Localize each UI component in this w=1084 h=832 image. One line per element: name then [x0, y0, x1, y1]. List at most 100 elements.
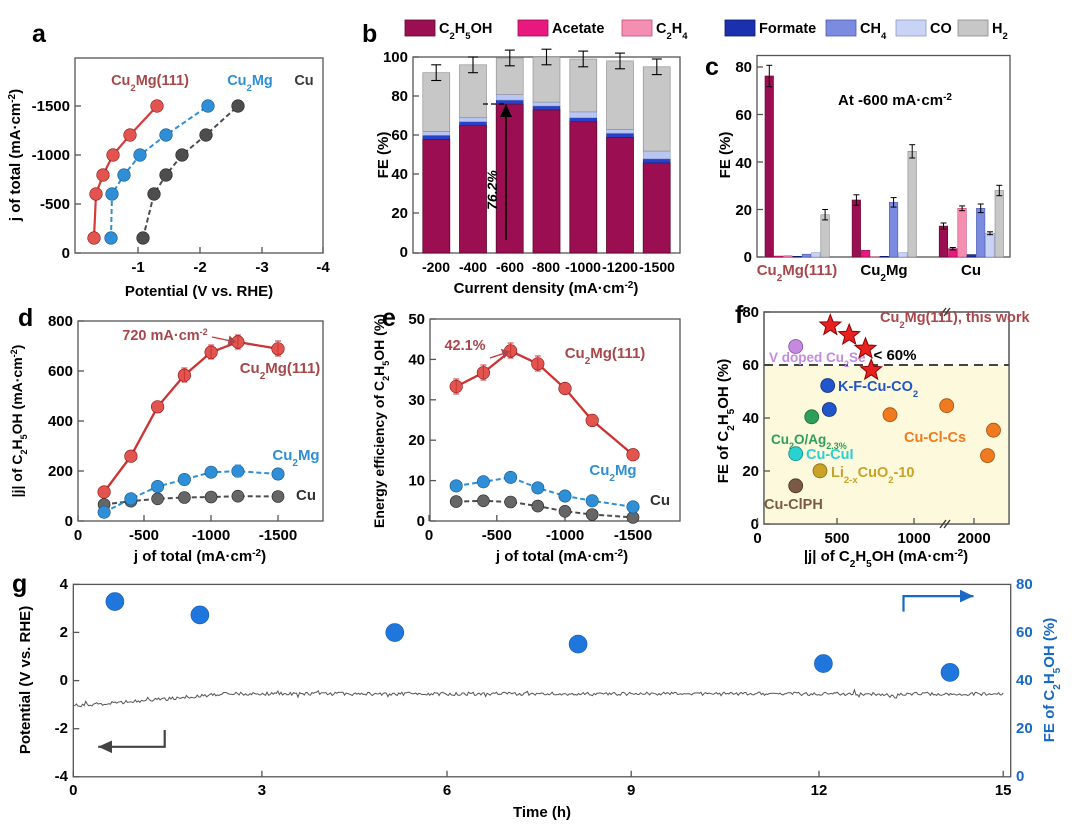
svg-text:-1: -1	[131, 259, 144, 276]
svg-text:-500: -500	[482, 527, 512, 544]
svg-text:j of total (mA·cm-2): j of total (mA·cm-2)	[133, 548, 266, 566]
svg-text:H2: H2	[992, 21, 1008, 42]
svg-text:-1000: -1000	[32, 147, 70, 164]
svg-text:20: 20	[742, 463, 759, 480]
svg-text:Formate: Formate	[759, 21, 816, 37]
svg-text:Cu-ClPH: Cu-ClPH	[764, 497, 823, 513]
svg-text:-500: -500	[40, 196, 70, 213]
svg-text:0: 0	[400, 244, 408, 261]
svg-text:0: 0	[744, 249, 752, 266]
svg-text:20: 20	[735, 202, 752, 219]
svg-text:-400: -400	[459, 259, 487, 275]
svg-text:Cu: Cu	[961, 262, 981, 279]
svg-text:Cu2Mg(111): Cu2Mg(111)	[111, 73, 189, 94]
svg-text:800: 800	[48, 313, 73, 330]
svg-text:100: 100	[383, 49, 408, 66]
svg-text:FE (%): FE (%)	[717, 132, 734, 179]
svg-text:0: 0	[65, 513, 73, 530]
svg-text:80: 80	[742, 304, 759, 321]
svg-text:Potential (V vs. RHE): Potential (V vs. RHE)	[17, 606, 34, 754]
svg-text:0: 0	[69, 782, 77, 799]
svg-text:40: 40	[735, 155, 752, 172]
svg-text:3: 3	[258, 782, 266, 799]
svg-text:40: 40	[1016, 672, 1033, 689]
svg-text:Cu-Cl-Cs: Cu-Cl-Cs	[904, 430, 966, 446]
svg-text:0: 0	[74, 527, 82, 544]
svg-text:< 60%: < 60%	[874, 347, 917, 364]
svg-text:-1200: -1200	[602, 259, 638, 275]
svg-text:4: 4	[60, 576, 69, 593]
svg-text:d: d	[18, 304, 33, 332]
svg-text:40: 40	[742, 410, 759, 427]
svg-text:76.2%: 76.2%	[484, 170, 500, 210]
svg-text:-500: -500	[129, 527, 159, 544]
svg-text:0: 0	[753, 530, 761, 547]
svg-text:-4: -4	[316, 259, 330, 276]
svg-text:9: 9	[627, 782, 635, 799]
svg-text:0: 0	[417, 513, 425, 530]
svg-text:Cu2Mg(111): Cu2Mg(111)	[757, 262, 838, 284]
svg-text:0: 0	[1016, 768, 1024, 785]
svg-text:Time (h): Time (h)	[513, 804, 571, 821]
svg-text:Acetate: Acetate	[552, 21, 604, 37]
svg-text:Cu2Mg: Cu2Mg	[227, 73, 273, 94]
svg-text:12: 12	[811, 782, 828, 799]
svg-text:60: 60	[742, 357, 759, 374]
svg-text:80: 80	[391, 88, 408, 105]
svg-text:2: 2	[60, 624, 68, 641]
svg-text:200: 200	[48, 463, 73, 480]
svg-text:40: 40	[391, 166, 408, 183]
svg-text:-800: -800	[532, 259, 560, 275]
svg-text:c: c	[705, 53, 719, 81]
svg-text:FE of C2H5OH (%): FE of C2H5OH (%)	[715, 359, 737, 483]
svg-text:-4: -4	[55, 768, 69, 785]
svg-text:-1500: -1500	[639, 259, 675, 275]
svg-text:FE (%): FE (%)	[375, 132, 392, 179]
svg-text:Cu2Mg(111): Cu2Mg(111)	[565, 345, 646, 367]
svg-text:0: 0	[425, 527, 433, 544]
svg-text:Cu: Cu	[650, 492, 670, 509]
svg-text:60: 60	[735, 107, 752, 124]
svg-text:10: 10	[408, 473, 425, 490]
svg-text:20: 20	[391, 205, 408, 222]
svg-text:-1500: -1500	[259, 527, 297, 544]
svg-text:15: 15	[995, 782, 1012, 799]
svg-text:30: 30	[408, 392, 425, 409]
svg-text:Potential (V vs. RHE): Potential (V vs. RHE)	[125, 283, 273, 300]
svg-text:20: 20	[408, 432, 425, 449]
svg-text:0: 0	[62, 245, 70, 262]
svg-text:-1000: -1000	[546, 527, 584, 544]
svg-text:6: 6	[443, 782, 451, 799]
svg-text:|j| of C2H5OH (mA·cm-2): |j| of C2H5OH (mA·cm-2)	[804, 548, 968, 570]
svg-text:-200: -200	[422, 259, 450, 275]
svg-text:-600: -600	[496, 259, 524, 275]
svg-text:|j| of C2H5OH (mA·cm-2): |j| of C2H5OH (mA·cm-2)	[9, 345, 29, 498]
svg-text:720 mA·cm-2: 720 mA·cm-2	[122, 327, 207, 344]
svg-text:42.1%: 42.1%	[444, 338, 485, 354]
svg-text:400: 400	[48, 413, 73, 430]
svg-text:-1000: -1000	[192, 527, 230, 544]
svg-text:-1000: -1000	[565, 259, 601, 275]
svg-text:-2: -2	[193, 259, 206, 276]
svg-text:80: 80	[735, 59, 752, 76]
svg-text:j of total (mA·cm-2): j of total (mA·cm-2)	[7, 89, 25, 222]
svg-text:2000: 2000	[957, 530, 990, 547]
svg-text:CH4: CH4	[860, 21, 887, 42]
svg-text:60: 60	[1016, 624, 1033, 641]
svg-text:Current density (mA·cm-2): Current density (mA·cm-2)	[454, 280, 639, 298]
svg-text:-1500: -1500	[32, 98, 70, 115]
svg-text:Energy efficiency of C2H5OH (%: Energy efficiency of C2H5OH (%)	[371, 314, 391, 528]
svg-text:Cu2Mg: Cu2Mg	[589, 462, 636, 484]
svg-text:Cu: Cu	[294, 73, 313, 89]
svg-text:FE of C2H5OH (%): FE of C2H5OH (%)	[1041, 618, 1063, 742]
svg-text:80: 80	[1016, 576, 1033, 593]
svg-text:At -600 mA·cm-2: At -600 mA·cm-2	[838, 92, 952, 110]
svg-text:500: 500	[824, 530, 849, 547]
svg-text:Cu: Cu	[296, 487, 316, 504]
svg-text:20: 20	[1016, 720, 1033, 737]
svg-text:Cu2Mg(111): Cu2Mg(111)	[240, 360, 321, 382]
svg-text:Cu2Mg: Cu2Mg	[272, 447, 319, 469]
svg-text:-3: -3	[255, 259, 268, 276]
svg-text:0: 0	[60, 672, 68, 689]
svg-text:1000: 1000	[897, 530, 930, 547]
